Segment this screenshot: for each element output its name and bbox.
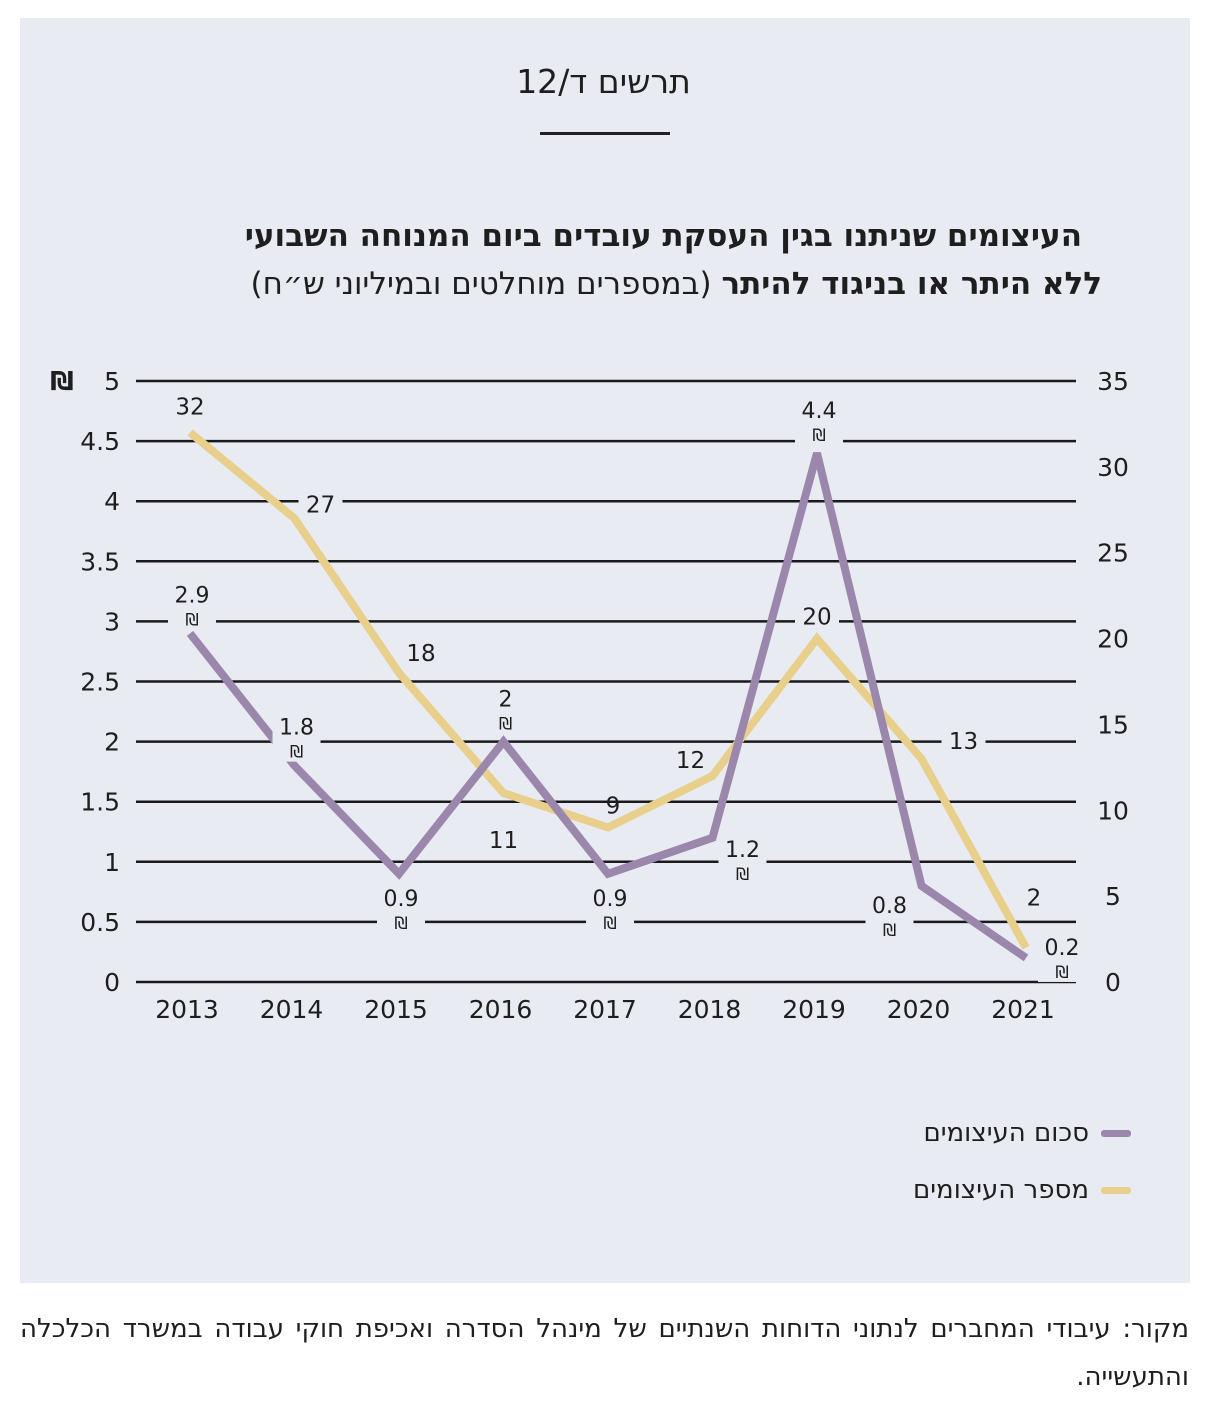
data-label-background: [168, 581, 216, 630]
data-label-count: 20: [802, 605, 831, 631]
data-label-count: 18: [406, 641, 435, 667]
data-label-amount: 0.8: [872, 894, 907, 919]
x-axis-tick-label: 2014: [260, 995, 324, 1024]
legend-swatch-amount: [1101, 1129, 1131, 1137]
right-axis-tick-label: 25: [1097, 539, 1129, 568]
legend-item-amount: סכום העיצומים: [923, 1115, 1131, 1151]
data-label-count: 2: [1027, 886, 1042, 912]
data-label-currency-symbol: ₪: [499, 715, 512, 735]
line-chart: 00.511.522.533.544.5505101520253035₪2013…: [50, 367, 1129, 1024]
data-label-currency-symbol: ₪: [394, 914, 407, 934]
data-label-background: [377, 884, 425, 933]
left-axis-tick-label: 0: [104, 968, 120, 997]
x-axis-tick-label: 2016: [469, 995, 533, 1024]
data-label-amount: 4.4: [802, 399, 837, 424]
left-axis-tick-label: 3: [104, 607, 120, 636]
left-axis-tick-label: 2.5: [80, 668, 120, 697]
data-label-count: 32: [175, 395, 204, 421]
data-label-amount: 2.9: [175, 583, 210, 608]
data-label-background: [1038, 933, 1086, 982]
data-label-amount: 0.9: [384, 887, 419, 912]
left-axis-tick-label: 0.5: [80, 908, 120, 937]
left-axis-tick-label: 5: [104, 367, 120, 396]
data-label-currency-symbol: ₪: [603, 914, 616, 934]
data-label-currency-symbol: ₪: [290, 743, 303, 763]
figure-label-underline: [540, 132, 670, 135]
data-label-count: 12: [676, 748, 705, 774]
data-label-background: [795, 602, 839, 631]
chart-title-bold-part: ללא היתר או בניגוד להיתר: [721, 266, 1102, 302]
figure-label: תרשים ד/12: [516, 62, 691, 101]
data-label-count: 27: [306, 492, 335, 518]
series-line-count: [187, 429, 1030, 950]
legend-label-count: מספר העיצומים: [912, 1175, 1089, 1205]
x-axis-tick-label: 2013: [155, 995, 219, 1024]
data-label-currency-symbol: ₪: [883, 921, 896, 941]
legend-label-amount: סכום העיצומים: [923, 1118, 1089, 1148]
right-axis-tick-label: 30: [1097, 453, 1129, 482]
left-axis-tick-label: 3.5: [80, 547, 120, 576]
x-axis-tick-label: 2019: [782, 995, 846, 1024]
x-axis-tick-label: 2018: [678, 995, 742, 1024]
right-axis-tick-label: 0: [1105, 968, 1121, 997]
right-axis-tick-label: 20: [1097, 625, 1129, 654]
right-axis-tick-label: 35: [1097, 367, 1129, 396]
series-line-amount: [186, 452, 1029, 962]
data-label-amount: 2: [499, 688, 513, 713]
chart-panel: [20, 18, 1190, 1283]
data-label-background: [586, 884, 634, 933]
right-axis-tick-label: 10: [1097, 796, 1129, 825]
chart-title-line-2: ללא היתר או בניגוד להיתר (במספרים מוחלטי…: [251, 266, 1103, 302]
data-label-amount: 0.2: [1045, 936, 1080, 961]
x-axis-tick-label: 2017: [573, 995, 637, 1024]
data-label-currency-symbol: ₪: [812, 426, 825, 446]
x-axis-tick-label: 2020: [887, 995, 951, 1024]
right-axis-tick-label: 5: [1105, 882, 1121, 911]
left-axis-tick-label: 1.5: [80, 788, 120, 817]
data-label-background: [481, 685, 530, 734]
data-label-amount: 1.2: [725, 838, 760, 863]
data-label-amount: 1.8: [279, 716, 314, 741]
x-axis-tick-label: 2021: [991, 995, 1055, 1024]
chart-title-units: (במספרים מוחלטים ובמיליוני ש״ח): [250, 266, 712, 302]
data-label-currency-symbol: ₪: [185, 610, 198, 630]
data-label-currency-symbol: ₪: [1055, 963, 1068, 983]
source-note: מקור: עיבודי המחברים לנתוני הדוחות השנתי…: [20, 1314, 1189, 1392]
left-axis-tick-label: 4.5: [80, 427, 120, 456]
legend-item-count: מספר העיצומים: [913, 1172, 1131, 1208]
data-label-background: [865, 891, 914, 940]
data-label-background: [298, 490, 343, 519]
data-label-currency-symbol: ₪: [736, 865, 749, 885]
data-label-count: 13: [949, 729, 978, 755]
x-axis-tick-label: 2015: [364, 995, 428, 1024]
chart-title-line-1: העיצומים שניתנו בגין העסקת עובדים ביום ה…: [244, 218, 1082, 254]
data-label-background: [272, 713, 321, 762]
data-label-count: 11: [489, 828, 518, 854]
legend-swatch-count: [1101, 1186, 1131, 1194]
data-label-background: [941, 726, 986, 755]
data-label-background: [399, 638, 443, 667]
left-axis-tick-label: 4: [104, 487, 120, 516]
data-label-count: 9: [606, 793, 621, 819]
data-label-background: [795, 397, 843, 446]
data-label-amount: 0.9: [593, 887, 628, 912]
left-axis-tick-label: 1: [104, 848, 120, 877]
right-axis-tick-label: 15: [1097, 710, 1129, 739]
left-axis-tick-label: 2: [104, 728, 120, 757]
data-label-background: [718, 835, 767, 884]
left-axis-unit-label: ₪: [50, 367, 74, 397]
